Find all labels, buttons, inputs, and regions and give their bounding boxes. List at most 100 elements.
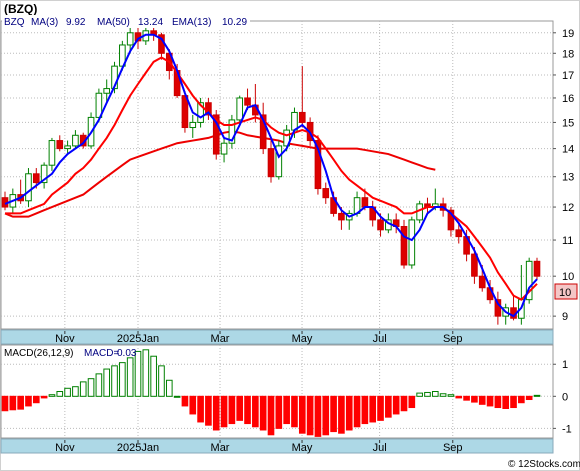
legend-ema-value: 10.29 bbox=[222, 17, 247, 28]
price-grid bbox=[1, 21, 553, 329]
candle-body bbox=[525, 260, 533, 301]
price-tick-label: 17 bbox=[562, 70, 574, 82]
candle-body bbox=[322, 188, 330, 199]
month-label: Nov bbox=[55, 333, 75, 345]
macd-bar-negative bbox=[330, 395, 337, 433]
macd-bar-positive bbox=[416, 392, 423, 397]
legend: BZQ MA(3) 9.92 MA(50) 13.24 EMA(13) 10.2… bbox=[4, 17, 247, 28]
candle-down bbox=[400, 219, 408, 269]
candle-body bbox=[103, 88, 111, 94]
macd-histogram bbox=[1, 349, 541, 437]
candle-body bbox=[40, 164, 48, 184]
macd-bar-negative bbox=[40, 395, 48, 399]
price-tick-label: 9 bbox=[562, 311, 568, 323]
macd-tick-label: 1 bbox=[562, 359, 568, 371]
candlesticks bbox=[1, 24, 541, 325]
candle-body bbox=[377, 219, 384, 231]
month-label: Nov bbox=[55, 442, 75, 454]
candle-up bbox=[64, 140, 71, 155]
candle-up bbox=[48, 137, 56, 171]
month-label: Mar bbox=[211, 333, 230, 345]
candle-body bbox=[259, 114, 267, 150]
price-tick-label: 15 bbox=[562, 117, 574, 129]
macd-bar-positive bbox=[87, 378, 95, 397]
candle-body bbox=[197, 102, 204, 123]
candle-up bbox=[189, 114, 197, 138]
candle-body bbox=[32, 173, 40, 184]
last-price-value: 10 bbox=[559, 287, 571, 299]
month-label: Sep bbox=[443, 333, 463, 345]
last-price-tag bbox=[554, 283, 578, 300]
macd-bar-negative bbox=[494, 395, 502, 409]
macd-bar-positive bbox=[424, 391, 431, 397]
price-tick-label: 16 bbox=[562, 93, 574, 105]
macd-bar-positive bbox=[64, 387, 71, 397]
price-tick-label: 10 bbox=[562, 271, 574, 283]
macd-bar-positive bbox=[111, 365, 118, 397]
macd-bar-negative bbox=[361, 395, 369, 425]
macd-axis: -1 0 1 bbox=[553, 359, 572, 435]
candle-up bbox=[408, 216, 416, 269]
macd-bar-negative bbox=[32, 395, 40, 404]
month-label: May bbox=[292, 442, 313, 454]
macd-bar-positive bbox=[439, 393, 447, 397]
candle-body bbox=[48, 140, 56, 166]
candle-body bbox=[533, 260, 541, 277]
legend-ma3-label: MA(3) bbox=[31, 17, 58, 28]
macd-bar-positive bbox=[158, 365, 165, 397]
chart-title: (BZQ) bbox=[4, 2, 37, 16]
candle-body bbox=[244, 97, 251, 106]
price-tick-label: 14 bbox=[562, 144, 574, 156]
macd-bar-negative bbox=[408, 395, 416, 409]
candle-body bbox=[314, 140, 322, 190]
candle-body bbox=[72, 134, 79, 147]
candle-body bbox=[95, 92, 103, 118]
candle-body bbox=[212, 114, 220, 155]
macd-bar-negative bbox=[314, 395, 322, 437]
price-tick-label: 18 bbox=[562, 48, 574, 60]
macd-bar-negative bbox=[275, 395, 283, 429]
macd-bar-negative bbox=[455, 395, 463, 399]
candle-body bbox=[338, 212, 345, 221]
macd-bar-negative bbox=[400, 395, 408, 412]
candle-body bbox=[220, 142, 228, 155]
candle-down bbox=[322, 182, 330, 204]
month-label: Mar bbox=[211, 442, 230, 454]
legend-ma3-value: 9.92 bbox=[66, 17, 86, 28]
macd-bar-positive bbox=[56, 391, 64, 397]
candle-up bbox=[126, 26, 134, 54]
macd-value: 0.03 bbox=[117, 348, 137, 359]
macd-bar-negative bbox=[244, 395, 251, 425]
month-label: 2025Jan bbox=[117, 442, 159, 454]
candle-up bbox=[40, 162, 48, 189]
macd-bar-positive bbox=[72, 386, 79, 397]
macd-bar-negative bbox=[259, 395, 267, 431]
macd-bar-negative bbox=[205, 395, 212, 426]
candle-body bbox=[455, 229, 463, 238]
macd-legend: MACD(26,12,9) MACD= 0.03 bbox=[4, 348, 137, 359]
candle-body bbox=[447, 209, 455, 231]
candle-up bbox=[236, 95, 244, 125]
legend-ema-label: EMA(13) bbox=[172, 17, 211, 28]
price-tick-label: 19 bbox=[562, 28, 574, 40]
candle-body bbox=[189, 121, 197, 129]
macd-bar-negative bbox=[463, 395, 470, 401]
macd-bar-negative bbox=[338, 395, 345, 434]
candle-body bbox=[275, 145, 283, 178]
candle-body bbox=[267, 148, 275, 178]
macd-bar-negative bbox=[510, 395, 517, 409]
macd-bar-negative bbox=[236, 395, 244, 421]
candle-body bbox=[291, 111, 298, 131]
macd-bar-negative bbox=[478, 395, 486, 405]
candle-down bbox=[56, 135, 64, 152]
candle-down bbox=[267, 140, 275, 183]
candle-down bbox=[314, 135, 322, 195]
candle-down bbox=[212, 109, 220, 160]
macd-params: MACD(26,12,9) bbox=[4, 348, 73, 359]
month-strip-top bbox=[0, 329, 554, 345]
macd-bar-negative bbox=[525, 395, 533, 401]
candle-up bbox=[72, 130, 79, 149]
ma3-line bbox=[4, 33, 538, 318]
macd-bar-negative bbox=[369, 395, 377, 423]
